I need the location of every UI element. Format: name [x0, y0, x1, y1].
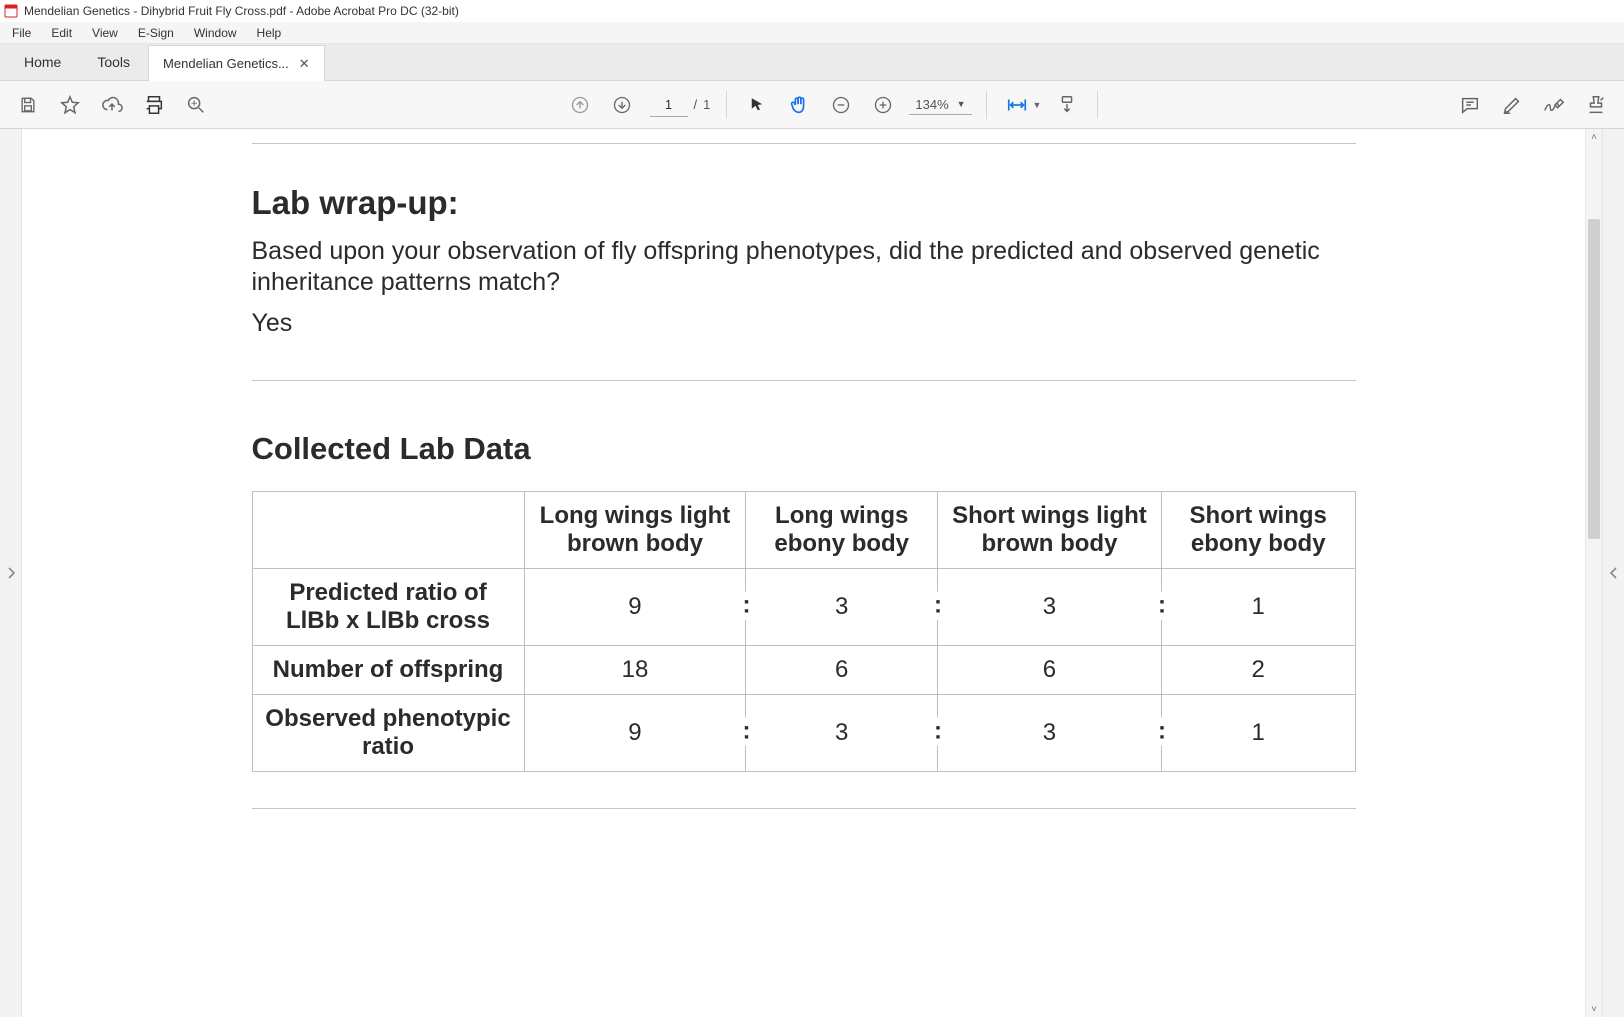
- vertical-scrollbar[interactable]: ˄ ˅: [1585, 129, 1602, 1017]
- scroll-down-icon[interactable]: ˅: [1586, 1001, 1602, 1017]
- toolbar: / 1 134% ▼ ▼: [0, 81, 1624, 129]
- search-icon[interactable]: [176, 85, 216, 125]
- scroll-mode-icon[interactable]: [1047, 85, 1087, 125]
- table-row: Predicted ratio of LlBb x LlBb cross9:3:…: [252, 568, 1355, 645]
- page-up-icon[interactable]: [560, 85, 600, 125]
- comment-icon[interactable]: [1450, 85, 1490, 125]
- print-icon[interactable]: [134, 85, 174, 125]
- page-current-input[interactable]: [650, 93, 688, 117]
- pdf-page: Lab wrap-up: Based upon your observation…: [252, 143, 1356, 861]
- table-header-row: Long wings light brown body Long wings e…: [252, 491, 1355, 568]
- ratio-colon: :: [932, 717, 944, 745]
- heading-collected-data: Collected Lab Data: [252, 431, 1356, 467]
- zoom-level[interactable]: 134% ▼: [909, 95, 971, 115]
- zoom-in-icon[interactable]: [863, 85, 903, 125]
- table-row-header: Observed phenotypic ratio: [252, 694, 524, 771]
- table-row-header: Predicted ratio of LlBb x LlBb cross: [252, 568, 524, 645]
- zoom-out-icon[interactable]: [821, 85, 861, 125]
- document-viewport[interactable]: Lab wrap-up: Based upon your observation…: [22, 129, 1585, 1017]
- tabbar: Home Tools Mendelian Genetics... ✕: [0, 44, 1624, 81]
- lab-data-table: Long wings light brown body Long wings e…: [252, 491, 1356, 772]
- heading-lab-wrapup: Lab wrap-up:: [252, 184, 1356, 222]
- chevron-down-icon: ▼: [957, 99, 966, 109]
- menu-view[interactable]: View: [82, 23, 128, 43]
- table-col-header: Long wings light brown body: [524, 491, 746, 568]
- chevron-down-icon[interactable]: ▼: [1033, 100, 1042, 110]
- table-col-header: Long wings ebony body: [746, 491, 937, 568]
- menu-window[interactable]: Window: [184, 23, 247, 43]
- stamp-icon[interactable]: [1576, 85, 1616, 125]
- table-row-header: Number of offspring: [252, 645, 524, 694]
- table-cell: 9:: [524, 694, 746, 771]
- tab-close-icon[interactable]: ✕: [299, 56, 310, 72]
- table-cell: 6: [937, 645, 1161, 694]
- signature-icon[interactable]: [1534, 85, 1574, 125]
- horizontal-rule: [252, 808, 1356, 809]
- answer-text: Yes: [252, 309, 1356, 338]
- tab-document-label: Mendelian Genetics...: [163, 56, 289, 71]
- table-col-header: Short wings ebony body: [1161, 491, 1355, 568]
- table-row: Observed phenotypic ratio9:3:3:1: [252, 694, 1355, 771]
- menubar: File Edit View E-Sign Window Help: [0, 22, 1624, 44]
- toolbar-separator: [726, 91, 727, 119]
- table-cell: 3:: [937, 694, 1161, 771]
- menu-edit[interactable]: Edit: [41, 23, 82, 43]
- star-icon[interactable]: [50, 85, 90, 125]
- table-cell: 3:: [937, 568, 1161, 645]
- menu-help[interactable]: Help: [247, 23, 292, 43]
- ratio-colon: :: [1156, 717, 1168, 745]
- table-row: Number of offspring18662: [252, 645, 1355, 694]
- page-down-icon[interactable]: [602, 85, 642, 125]
- window-titlebar: Mendelian Genetics - Dihybrid Fruit Fly …: [0, 0, 1624, 22]
- scroll-up-icon[interactable]: ˄: [1586, 129, 1602, 145]
- toolbar-separator: [1097, 91, 1098, 119]
- save-icon[interactable]: [8, 85, 48, 125]
- table-cell: 18: [524, 645, 746, 694]
- toolbar-separator: [986, 91, 987, 119]
- table-cell: 1: [1161, 568, 1355, 645]
- page-indicator: / 1: [650, 93, 711, 117]
- workspace: Lab wrap-up: Based upon your observation…: [0, 129, 1624, 1017]
- table-cell: 3:: [746, 694, 937, 771]
- tab-document[interactable]: Mendelian Genetics... ✕: [148, 45, 325, 81]
- zoom-value: 134%: [915, 97, 948, 112]
- table-cell: 2: [1161, 645, 1355, 694]
- upload-cloud-icon[interactable]: [92, 85, 132, 125]
- hand-pan-icon[interactable]: [779, 85, 819, 125]
- table-col-header: Short wings light brown body: [937, 491, 1161, 568]
- horizontal-rule: [252, 380, 1356, 381]
- table-cell: 3:: [746, 568, 937, 645]
- right-pane-toggle[interactable]: [1602, 129, 1624, 1017]
- ratio-colon: :: [740, 591, 752, 619]
- left-pane-toggle[interactable]: [0, 129, 22, 1017]
- menu-esign[interactable]: E-Sign: [128, 23, 184, 43]
- table-corner-cell: [252, 491, 524, 568]
- table-cell: 1: [1161, 694, 1355, 771]
- ratio-colon: :: [1156, 591, 1168, 619]
- horizontal-rule: [252, 143, 1356, 144]
- highlight-pen-icon[interactable]: [1492, 85, 1532, 125]
- window-title: Mendelian Genetics - Dihybrid Fruit Fly …: [24, 4, 459, 18]
- selection-arrow-icon[interactable]: [737, 85, 777, 125]
- pdf-file-icon: [4, 4, 18, 18]
- menu-file[interactable]: File: [2, 23, 41, 43]
- tab-tools[interactable]: Tools: [79, 44, 148, 80]
- table-cell: 6: [746, 645, 937, 694]
- scroll-thumb[interactable]: [1588, 219, 1600, 539]
- ratio-colon: :: [740, 717, 752, 745]
- page-sep: /: [694, 97, 698, 112]
- page-total: 1: [703, 97, 710, 112]
- tab-home[interactable]: Home: [6, 44, 79, 80]
- table-cell: 9:: [524, 568, 746, 645]
- ratio-colon: :: [932, 591, 944, 619]
- question-text: Based upon your observation of fly offsp…: [252, 236, 1356, 299]
- fit-width-icon[interactable]: [997, 85, 1037, 125]
